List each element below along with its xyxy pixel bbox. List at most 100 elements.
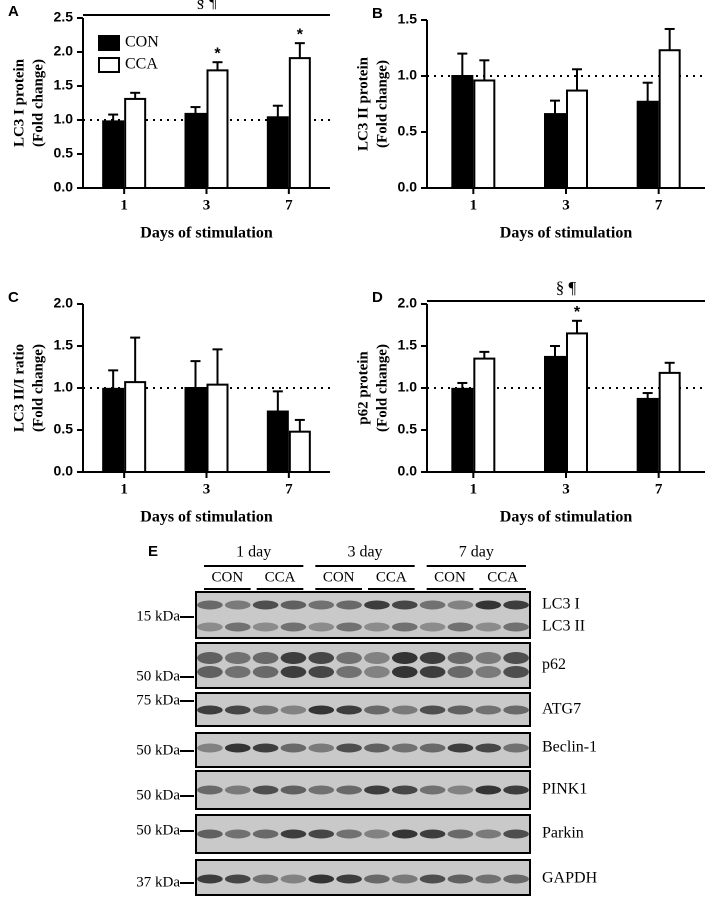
blot-band xyxy=(391,652,418,664)
bar xyxy=(473,357,496,474)
blot-band xyxy=(280,785,307,795)
bar xyxy=(124,97,147,189)
condition-label: CON xyxy=(211,569,243,585)
blot-band xyxy=(475,743,502,753)
bar xyxy=(473,79,496,189)
x-tick-label: 3 xyxy=(203,197,211,213)
significance-marker: * xyxy=(214,45,221,62)
condition-label: CCA xyxy=(376,569,407,585)
blot-strip xyxy=(195,770,531,810)
size-marker: 15 kDa xyxy=(136,608,180,624)
blot-strip xyxy=(195,692,531,727)
legend-label: CON xyxy=(125,34,159,51)
blot-band xyxy=(308,829,335,839)
bar xyxy=(566,332,588,473)
blot-band xyxy=(447,666,474,678)
blot-band xyxy=(308,874,335,884)
protein-label: Parkin xyxy=(542,825,584,842)
y-tick-label: 1.5 xyxy=(398,11,418,27)
y-tick-label: 2.0 xyxy=(398,295,418,311)
size-marker: 50 kDa xyxy=(136,787,180,803)
blot-band xyxy=(252,652,279,664)
blot-band xyxy=(308,785,335,795)
bar xyxy=(102,387,125,473)
y-tick-label: 0.5 xyxy=(54,145,74,161)
x-tick-label: 3 xyxy=(562,197,570,213)
group-label: 7 day xyxy=(459,544,494,561)
condition-label: CCA xyxy=(265,569,296,585)
blot-band xyxy=(224,743,251,753)
significance-marker: * xyxy=(574,304,581,321)
blot-band xyxy=(503,743,529,753)
y-tick-label: 0.0 xyxy=(54,179,74,195)
y-tick-label: 1.5 xyxy=(398,337,418,353)
significance-marker: * xyxy=(297,26,304,43)
blot-band xyxy=(197,705,223,715)
blot-band xyxy=(280,743,307,753)
blot-band xyxy=(336,622,362,632)
blot-band xyxy=(419,705,446,715)
y-axis-label: LC3 II protein xyxy=(355,56,371,151)
blot-band xyxy=(197,622,223,632)
blot-band xyxy=(503,874,529,884)
blot-band xyxy=(503,829,529,839)
blot-band xyxy=(308,622,335,632)
blot-band xyxy=(336,874,362,884)
blot-strip xyxy=(195,642,531,689)
blot-band xyxy=(503,622,529,632)
x-tick-label: 3 xyxy=(203,481,211,497)
blot-band xyxy=(419,829,446,839)
y-tick-label: 2.5 xyxy=(54,9,74,25)
y-tick-label: 1.0 xyxy=(54,379,74,395)
blot-band xyxy=(280,705,307,715)
bar xyxy=(266,410,289,473)
x-axis-label: Days of stimulation xyxy=(500,509,633,526)
y-tick-label: 0.5 xyxy=(398,123,418,139)
panel-label: E xyxy=(148,543,158,560)
blot-band xyxy=(224,666,251,678)
y-tick-label: 2.0 xyxy=(54,295,74,311)
blot-band xyxy=(280,600,307,610)
y-axis-label: (Fold change) xyxy=(374,60,390,148)
blot-band xyxy=(364,622,390,632)
blot-band xyxy=(336,829,362,839)
blot-band xyxy=(364,829,390,839)
protein-label: Beclin-1 xyxy=(542,739,597,756)
x-tick-label: 1 xyxy=(120,197,128,213)
size-marker: 37 kDa xyxy=(136,874,180,890)
blot-band xyxy=(475,622,502,632)
blot-band xyxy=(280,829,307,839)
bar xyxy=(288,57,311,190)
blot-band xyxy=(280,666,307,678)
blot-band xyxy=(197,743,223,753)
bar xyxy=(658,371,681,474)
blot-band xyxy=(224,829,251,839)
y-axis-label: LC3 I protein xyxy=(11,58,27,147)
protein-label: PINK1 xyxy=(542,781,587,798)
blot-band xyxy=(252,874,279,884)
bar xyxy=(206,69,229,189)
blot-band xyxy=(475,652,502,664)
blot-band xyxy=(503,652,529,664)
bar xyxy=(544,355,566,474)
y-tick-label: 0.0 xyxy=(54,463,74,479)
bar xyxy=(451,75,474,189)
blot-band xyxy=(391,705,418,715)
blot-band xyxy=(447,600,474,610)
protein-label: LC3 I xyxy=(542,596,580,613)
x-tick-label: 1 xyxy=(470,197,478,213)
blot-band xyxy=(197,600,223,610)
blot-band xyxy=(447,705,474,715)
y-tick-label: 1.0 xyxy=(398,67,418,83)
blot-band xyxy=(252,600,279,610)
blot-band xyxy=(475,600,502,610)
blot-band xyxy=(475,829,502,839)
blot-band xyxy=(280,652,307,664)
blot-band xyxy=(252,705,279,715)
blot-band xyxy=(419,622,446,632)
legend-label: CCA xyxy=(125,56,158,73)
blot-band xyxy=(475,785,502,795)
y-tick-label: 1.0 xyxy=(398,379,418,395)
bar xyxy=(206,383,229,474)
size-marker: 50 kDa xyxy=(136,742,180,758)
